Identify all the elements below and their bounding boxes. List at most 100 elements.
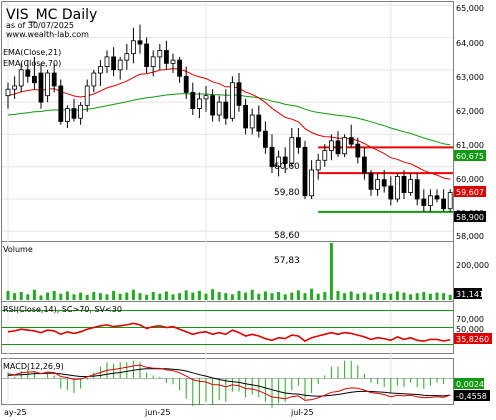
volume-bar [85, 294, 89, 300]
svg-text:31,141: 31,141 [456, 290, 484, 299]
panel-frames [1, 1, 454, 405]
candle-body [447, 192, 453, 210]
chart-title: VIS_MC Daily [6, 7, 97, 23]
ema-short-line [7, 67, 451, 180]
x-axis: ay-25 jun-25 jul-25 [4, 408, 314, 417]
volume-bar [112, 290, 116, 300]
candle-body [361, 156, 367, 174]
volume-bar [39, 295, 43, 300]
candle-body [12, 85, 18, 90]
volume-bar [131, 289, 135, 300]
candle-body [51, 72, 57, 87]
resistance-label-upper: 60,60 [274, 162, 300, 172]
candle-body [137, 40, 143, 45]
volume-bar [296, 290, 300, 300]
svg-text:58,900: 58,900 [456, 213, 484, 222]
volume-bar [310, 288, 314, 300]
volume-bar [277, 292, 281, 300]
candle-body [315, 159, 321, 171]
resistance-label-lower: 59,80 [274, 188, 300, 198]
as-of-date: as of 30/07/2025 [6, 21, 74, 30]
svg-text:0,0024: 0,0024 [456, 380, 484, 389]
volume-bar [224, 293, 228, 300]
volume-bar [250, 289, 254, 300]
candle-body [196, 98, 202, 109]
rsi-series [7, 322, 451, 343]
candle-body [203, 95, 209, 100]
ema-long-badge: 60,675 [454, 150, 486, 161]
volume-bar [158, 293, 162, 300]
volume-bar [65, 291, 69, 300]
candle-body [282, 156, 288, 164]
volume-bar [145, 294, 149, 300]
candle-body [414, 179, 420, 200]
candle-body [78, 104, 83, 119]
volume-bar [409, 294, 413, 300]
rsi-label: RSI(Close,14), SC>70, SV<30 [3, 305, 122, 314]
candle-body [45, 72, 50, 97]
macd-line [7, 364, 451, 401]
volume-bar [118, 293, 122, 300]
volume-bar [217, 292, 221, 300]
price-tick: 62,000 [456, 107, 484, 116]
macd-series [2, 360, 453, 408]
svg-text:60,675: 60,675 [456, 152, 484, 161]
macd-label: MACD(12,26,9) [3, 362, 64, 371]
volume-bar [270, 293, 274, 300]
candle-body [91, 72, 97, 87]
svg-text:-0,4558: -0,4558 [456, 392, 487, 401]
candle-body [243, 104, 249, 129]
candle-body [104, 56, 110, 67]
candle-body [144, 43, 150, 67]
rsi-last-badge: 35,8260 [454, 333, 492, 344]
candle-body [375, 179, 381, 190]
volume-bar [395, 291, 399, 300]
volume-bar [171, 294, 175, 300]
volume-bar [303, 293, 307, 300]
volume-bar [164, 291, 168, 300]
volume-bar [105, 294, 109, 300]
price-tick: 63,000 [456, 73, 484, 82]
candle-body [229, 82, 235, 119]
x-axis-label: jun-25 [144, 408, 170, 417]
volume-bar [92, 292, 96, 300]
volume-bar [428, 293, 432, 300]
candle-body [117, 59, 123, 71]
ema-lines [7, 67, 451, 180]
candle-body [295, 137, 301, 148]
candle-body [170, 59, 176, 64]
candle-body [421, 198, 427, 206]
volume-bar [283, 294, 287, 300]
candle-body [38, 72, 44, 103]
candle-body [289, 137, 295, 164]
candle-body [381, 179, 387, 187]
site-label: www.wealth-lab.com [6, 30, 89, 39]
volume-bar [98, 293, 102, 300]
rsi-panel-frame [1, 301, 454, 354]
volume-bar [79, 292, 83, 300]
candle-body [150, 56, 156, 67]
volume-annotation: 57,83 [274, 256, 300, 266]
price-axis: 65,000 64,000 63,000 62,000 61,000 60,00… [456, 4, 484, 241]
candle-body [335, 140, 341, 155]
volume-bar [26, 294, 30, 300]
candle-body [5, 88, 11, 97]
candle-body [269, 146, 275, 168]
price-tick: 60,000 [456, 175, 484, 184]
volume-bar [125, 292, 129, 300]
volume-last-badge: 31,141 [454, 288, 484, 299]
macd-badge-value: -0,4558 [454, 390, 490, 401]
rsi-tick-70: 70,000 [456, 315, 484, 324]
candle-body [216, 101, 222, 116]
candle-body [58, 85, 64, 122]
candle-body [130, 40, 136, 55]
volume-bar [402, 292, 406, 300]
candle-body [309, 169, 315, 197]
volume-bar [329, 243, 333, 300]
candle-body [84, 85, 90, 106]
volume-panel-frame [1, 241, 454, 302]
gridlines [2, 2, 453, 405]
volume-bar [448, 294, 452, 300]
candlesticks [5, 24, 453, 212]
candle-body [434, 195, 440, 200]
